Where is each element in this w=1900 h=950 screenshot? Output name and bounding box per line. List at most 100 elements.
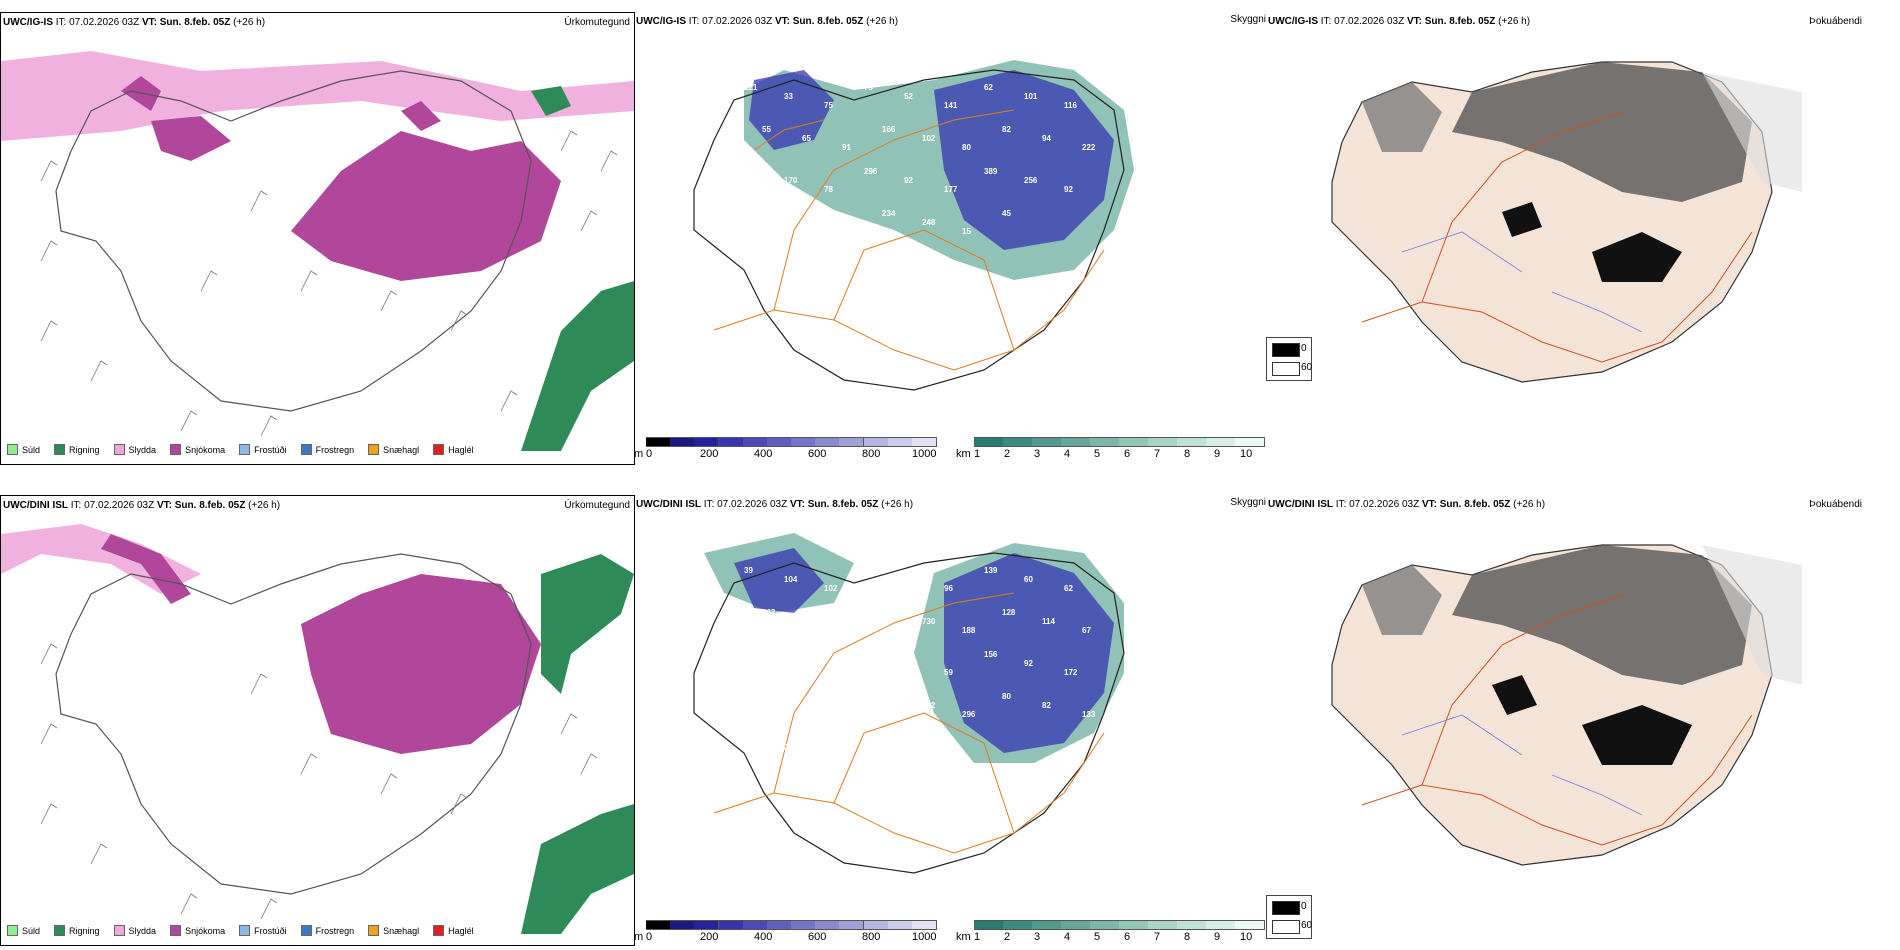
visibility-title: Skyggni <box>1230 497 1266 508</box>
height-label: 179 <box>744 734 758 743</box>
visibility-tick: 9 <box>1214 448 1221 460</box>
height-label: 166 <box>882 125 896 134</box>
colorbar-segment <box>1235 437 1265 447</box>
height-label: 82 <box>1002 125 1011 134</box>
height-tick: 1000 <box>912 931 937 943</box>
colorbar-segment <box>718 920 744 930</box>
height-label: 552 <box>922 701 936 710</box>
legend-swatch <box>300 925 312 936</box>
precip-panel-row1: UWC/IG-IS IT: 07.02.2026 03Z VT: Sun. 8.… <box>0 12 635 465</box>
colorbar-segment <box>863 437 889 447</box>
height-tick: 400 <box>754 448 773 460</box>
fog-title: Þokuábendi <box>1809 16 1862 27</box>
colorbar-segment <box>742 920 768 930</box>
fog-legend: 0 60 <box>1266 895 1312 939</box>
height-label: 118 <box>904 659 917 668</box>
height-label: 62 <box>984 83 993 92</box>
height-label: 80 <box>1002 692 1011 701</box>
fog-swatch-60 <box>1272 920 1300 934</box>
visibility-tick: 1 <box>974 931 981 943</box>
legend-swatch <box>54 444 66 455</box>
legend-item: Frostregn <box>300 444 354 455</box>
colorbar-segment <box>974 920 1004 930</box>
height-tick: 200 <box>700 448 719 460</box>
panel-header: UWC/DINI ISL IT: 07.02.2026 03Z VT: Sun.… <box>1268 499 1546 510</box>
height-label: 52 <box>904 92 913 101</box>
height-label: 39 <box>744 566 753 575</box>
height-label: 153 <box>744 167 758 176</box>
fog-swatch-0 <box>1272 343 1300 357</box>
height-label: 229 <box>802 701 816 710</box>
height-label: 67 <box>1082 626 1091 635</box>
legend-item: Frostúði <box>239 444 287 455</box>
height-label: 180 <box>842 227 856 236</box>
visibility-tick: 8 <box>1184 931 1191 943</box>
visibility-tick: 7 <box>1154 448 1161 460</box>
precip-map <box>1 51 634 451</box>
legend-item: Slydda <box>113 925 156 936</box>
legend-item: Snæhagl <box>368 444 419 455</box>
colorbar-segment <box>1090 437 1120 447</box>
height-label: 45 <box>1002 209 1011 218</box>
height-label: 62 <box>1064 584 1073 593</box>
visibility-tick: 8 <box>1184 448 1191 460</box>
height-label: 170 <box>784 176 798 185</box>
fog-panel-row2: UWC/DINI ISL IT: 07.02.2026 03Z VT: Sun.… <box>1266 495 1900 944</box>
legend-item: Súld <box>7 925 40 936</box>
legend-item: Snjókoma <box>170 925 225 936</box>
height-label: 80 <box>962 143 971 152</box>
colorbar-segment <box>887 920 913 930</box>
height-label: 116 <box>1064 101 1077 110</box>
colorbar-segment <box>1206 920 1236 930</box>
precip-map <box>1 524 634 934</box>
colorbar-segment <box>863 920 889 930</box>
visibility-title: Skyggni <box>1230 14 1266 25</box>
height-label: 256 <box>1024 176 1038 185</box>
visibility-panel-row2: UWC/DINI ISL IT: 07.02.2026 03Z VT: Sun.… <box>634 495 1266 944</box>
height-label: 389 <box>984 167 998 176</box>
legend-swatch <box>239 925 251 936</box>
height-label: 59 <box>944 668 953 677</box>
panel-header: UWC/DINI ISL IT: 07.02.2026 03Z VT: Sun.… <box>636 499 914 510</box>
height-label: 101 <box>1024 92 1038 101</box>
height-label: 33 <box>784 92 793 101</box>
height-label: 296 <box>864 167 878 176</box>
height-tick: 1000 <box>912 448 937 460</box>
legend-item: Súld <box>7 444 40 455</box>
legend-item: Rigning <box>54 444 100 455</box>
height-label: 128 <box>1002 608 1016 617</box>
colorbar-segment <box>839 920 865 930</box>
visibility-tick: 2 <box>1004 448 1011 460</box>
colorbar-segment <box>815 437 841 447</box>
fog-legend-label: 0 <box>1301 343 1307 354</box>
visibility-map: 39 104 102 94 88 96 139 60 62 262 85 98 467 730 188 128… <box>693 533 1125 874</box>
height-label: 102 <box>784 659 798 668</box>
height-label: 150 <box>762 209 776 218</box>
visibility-tick: 2 <box>1004 931 1011 943</box>
height-label: 222 <box>1082 143 1096 152</box>
visibility-panel-row1: UWC/IG-IS IT: 07.02.2026 03Z VT: Sun. 8.… <box>634 12 1266 463</box>
legend-swatch <box>433 444 445 455</box>
height-tick: 600 <box>808 448 827 460</box>
height-tick: 0 <box>646 448 653 460</box>
colorbar-segment <box>694 920 720 930</box>
legend-item: Frostúði <box>239 925 287 936</box>
fog-panel-row1: UWC/IG-IS IT: 07.02.2026 03Z VT: Sun. 8.… <box>1266 12 1900 463</box>
height-label: 248 <box>922 218 936 227</box>
height-colorbar: m 0 200 400 600 800 1000 <box>634 437 944 461</box>
height-unit: m <box>634 931 644 943</box>
colorbar-segment <box>694 437 720 447</box>
height-label: 102 <box>824 584 838 593</box>
visibility-tick: 6 <box>1124 448 1131 460</box>
legend-item: Frostregn <box>300 925 354 936</box>
height-label: 177 <box>944 185 958 194</box>
height-label: 55 <box>762 125 771 134</box>
precip-panel-row2: UWC/DINI ISL IT: 07.02.2026 03Z VT: Sun.… <box>0 495 635 946</box>
height-label: 174 <box>802 218 816 227</box>
colorbar-segment <box>1061 437 1091 447</box>
fog-legend-label: 60 <box>1301 920 1313 931</box>
colorbar-segment <box>887 437 913 447</box>
height-label: 613 <box>824 668 838 677</box>
height-label: 79 <box>864 83 873 92</box>
legend-swatch <box>368 925 380 936</box>
